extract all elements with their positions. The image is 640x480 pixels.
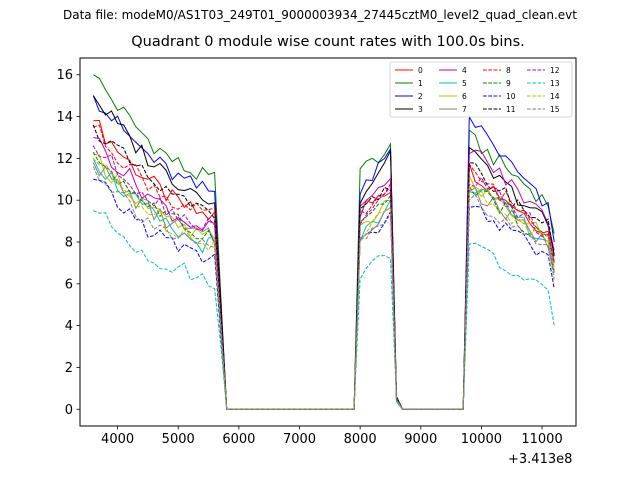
x-tick-label-4000: 4000 (101, 432, 134, 447)
series-line-10 (93, 178, 555, 410)
series-line-13 (93, 210, 555, 410)
series-line-9 (92, 151, 555, 410)
series-line-15 (92, 166, 555, 410)
legend-label-4: 4 (462, 66, 467, 75)
series-line-2 (92, 95, 555, 410)
x-tick-label-10000: 10000 (461, 432, 502, 447)
series-line-5 (92, 158, 555, 410)
x-tick-label-6000: 6000 (222, 432, 255, 447)
legend-label-7: 7 (462, 105, 467, 114)
y-tick-label-8: 8 (65, 236, 73, 251)
x-tick-label-5000: 5000 (162, 432, 195, 447)
series-line-7 (92, 162, 555, 410)
series-line-6 (93, 153, 555, 410)
y-tick-label-16: 16 (56, 68, 73, 83)
x-tick-label-9000: 9000 (404, 432, 437, 447)
series-line-8 (93, 124, 555, 410)
chart-title: Quadrant 0 module wise count rates with … (131, 34, 525, 50)
y-tick-label-0: 0 (65, 403, 73, 418)
y-tick-label-14: 14 (56, 110, 73, 125)
legend-label-13: 13 (550, 79, 560, 88)
legend-label-9: 9 (506, 79, 511, 88)
legend-label-1: 1 (418, 79, 423, 88)
x-tick-label-7000: 7000 (283, 432, 316, 447)
series-line-4 (93, 137, 555, 410)
legend-label-6: 6 (462, 92, 467, 101)
legend-label-0: 0 (418, 66, 423, 75)
legend-label-15: 15 (550, 105, 560, 114)
legend-label-14: 14 (550, 92, 560, 101)
legend-label-3: 3 (418, 105, 423, 114)
legend-label-12: 12 (550, 66, 560, 75)
y-tick-label-6: 6 (65, 277, 73, 292)
series-line-12 (92, 145, 555, 410)
x-tick-label-11000: 11000 (521, 432, 562, 447)
x-tick-label-8000: 8000 (344, 432, 377, 447)
legend-box (389, 61, 573, 118)
y-tick-label-2: 2 (65, 361, 73, 376)
legend-label-8: 8 (506, 66, 511, 75)
y-tick-label-10: 10 (56, 194, 73, 209)
series-line-14 (92, 158, 555, 410)
series-line-11 (92, 124, 555, 410)
suptitle: Data file: modeM0/AS1T03_249T01_90000039… (63, 8, 577, 22)
legend-label-11: 11 (506, 105, 516, 114)
y-tick-label-12: 12 (56, 152, 73, 167)
legend-label-10: 10 (506, 92, 516, 101)
x-offset-label: +3.413e8 (508, 452, 573, 467)
legend-label-2: 2 (418, 92, 423, 101)
series-line-1 (93, 74, 555, 410)
series-line-0 (93, 119, 555, 410)
y-tick-label-4: 4 (65, 319, 73, 334)
series-line-3 (92, 95, 555, 410)
legend-label-5: 5 (462, 79, 467, 88)
